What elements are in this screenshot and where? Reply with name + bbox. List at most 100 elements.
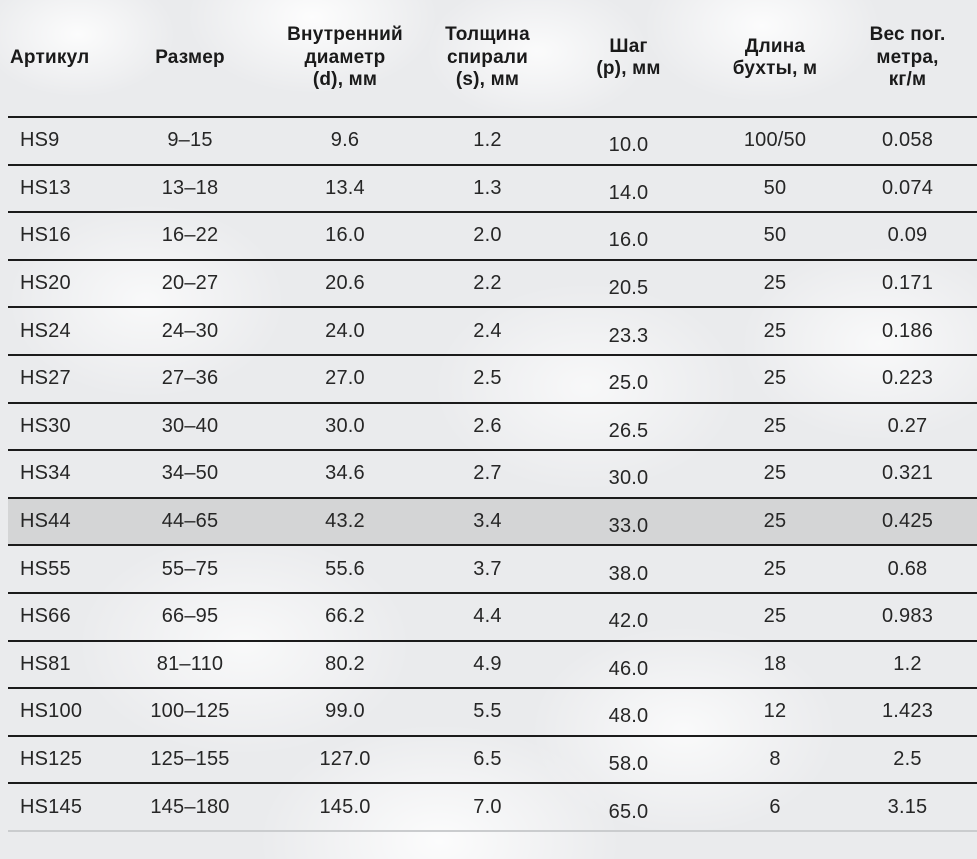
table-cell-weight_per_meter: 0.223 [881,367,934,390]
table-cell-pitch: 23.3 [608,324,649,347]
table-cell-coil_length: 25 [763,510,787,533]
spec-table-body: HS9 9–15 9.6 1.2 10.0 100/50 0.058 HS13 13–18 13.… [8,118,977,832]
table-row: HS16 16–22 16.0 2.0 16.0 50 0.09 [8,213,977,261]
table-cell-article: HS100 [20,700,83,723]
table-cell-spiral_thickness: 1.2 [473,129,502,152]
table-cell-article: HS20 [20,272,71,295]
table-cell-inner_diameter: 13.4 [325,176,365,199]
column-header-weight: Вес пог. метра, кг/м [869,24,946,91]
table-cell-coil_length: 25 [763,414,787,437]
table-cell-pitch: 30.0 [608,467,649,490]
table-cell-coil_length: 25 [763,557,787,580]
column-header-inner-diameter: Внутренний диаметр (d), мм [287,24,403,91]
table-cell-spiral_thickness: 2.7 [473,462,502,485]
table-row: HS100 100–125 99.0 5.5 48.0 12 1.423 [8,689,977,737]
table-row: HS20 20–27 20.6 2.2 20.5 25 0.171 [8,261,977,309]
table-row: HS125 125–155 127.0 6.5 58.0 8 2.5 [8,737,977,785]
table-cell-inner_diameter: 34.6 [325,462,365,485]
table-cell-size: 145–180 [150,795,230,818]
table-cell-size: 27–36 [161,367,219,390]
table-cell-size: 9–15 [167,129,213,152]
table-cell-weight_per_meter: 0.058 [881,129,934,152]
table-row: HS34 34–50 34.6 2.7 30.0 25 0.321 [8,451,977,499]
table-cell-size: 81–110 [156,652,224,675]
table-cell-inner_diameter: 24.0 [325,319,365,342]
table-cell-inner_diameter: 127.0 [319,748,371,771]
table-cell-article: HS34 [20,462,71,485]
table-cell-size: 55–75 [161,557,219,580]
table-cell-coil_length: 100/50 [743,129,807,152]
table-cell-size: 125–155 [150,748,230,771]
table-cell-spiral_thickness: 2.2 [473,272,502,295]
table-cell-pitch: 33.0 [608,515,649,538]
table-cell-coil_length: 50 [763,176,787,199]
spec-table: Артикул Размер Внутренний диаметр (d), м… [8,0,977,832]
table-cell-spiral_thickness: 2.5 [473,367,502,390]
table-cell-coil_length: 8 [769,748,781,771]
table-cell-article: HS16 [20,224,71,247]
table-cell-weight_per_meter: 0.983 [881,605,934,628]
table-cell-pitch: 65.0 [608,800,649,823]
table-cell-size: 20–27 [161,272,219,295]
table-cell-size: 30–40 [161,414,219,437]
table-cell-weight_per_meter: 0.68 [887,557,928,580]
table-cell-inner_diameter: 30.0 [325,414,365,437]
table-cell-pitch: 48.0 [608,705,649,728]
table-cell-article: HS24 [20,319,71,342]
table-row: HS27 27–36 27.0 2.5 25.0 25 0.223 [8,356,977,404]
table-cell-article: HS44 [20,510,71,533]
table-cell-weight_per_meter: 0.171 [881,272,934,295]
table-cell-inner_diameter: 66.2 [325,605,365,628]
table-row: HS9 9–15 9.6 1.2 10.0 100/50 0.058 [8,118,977,166]
table-cell-coil_length: 18 [763,652,787,675]
table-cell-weight_per_meter: 0.425 [881,510,934,533]
table-cell-spiral_thickness: 5.5 [473,700,502,723]
table-cell-size: 44–65 [161,510,219,533]
table-cell-spiral_thickness: 4.9 [473,652,502,675]
table-cell-inner_diameter: 20.6 [325,272,365,295]
table-cell-spiral_thickness: 2.6 [473,414,502,437]
table-cell-coil_length: 25 [763,367,787,390]
table-cell-coil_length: 25 [763,319,787,342]
table-cell-size: 13–18 [161,176,219,199]
table-header-row: Артикул Размер Внутренний диаметр (d), м… [8,0,977,118]
table-cell-article: HS55 [20,557,71,580]
table-row: HS24 24–30 24.0 2.4 23.3 25 0.186 [8,308,977,356]
table-cell-weight_per_meter: 1.2 [893,652,922,675]
table-cell-pitch: 42.0 [608,610,649,633]
table-row: HS44 44–65 43.2 3.4 33.0 25 0.425 [8,498,977,547]
column-header-pitch: Шаг (p), мм [596,35,661,79]
table-cell-spiral_thickness: 3.7 [473,557,502,580]
table-cell-size: 16–22 [161,224,219,247]
table-cell-inner_diameter: 9.6 [330,129,360,152]
table-cell-spiral_thickness: 1.3 [473,176,502,199]
table-cell-weight_per_meter: 0.321 [881,462,934,485]
table-cell-article: HS27 [20,367,71,390]
table-cell-coil_length: 25 [763,272,787,295]
table-cell-coil_length: 50 [763,224,787,247]
column-header-article: Артикул [10,46,90,68]
table-cell-pitch: 38.0 [608,562,649,585]
table-cell-pitch: 25.0 [608,372,649,395]
table-cell-article: HS145 [20,795,83,818]
table-cell-coil_length: 6 [769,795,781,818]
table-cell-inner_diameter: 16.0 [325,224,365,247]
table-cell-size: 24–30 [161,319,219,342]
table-cell-inner_diameter: 27.0 [325,367,365,390]
table-cell-pitch: 20.5 [608,277,649,300]
table-cell-article: HS9 [20,129,60,152]
table-cell-article: HS125 [20,748,83,771]
column-header-spiral-thickness: Толщина спирали (s), мм [445,24,530,91]
table-cell-inner_diameter: 80.2 [325,652,365,675]
table-cell-article: HS30 [20,414,71,437]
table-row: HS30 30–40 30.0 2.6 26.5 25 0.27 [8,404,977,452]
table-cell-spiral_thickness: 4.4 [473,605,502,628]
table-cell-article: HS66 [20,605,71,628]
table-cell-inner_diameter: 145.0 [319,795,371,818]
table-row: HS13 13–18 13.4 1.3 14.0 50 0.074 [8,166,977,214]
table-cell-coil_length: 12 [763,700,787,723]
table-cell-size: 66–95 [161,605,219,628]
table-cell-coil_length: 25 [763,462,787,485]
table-cell-pitch: 26.5 [608,419,649,442]
table-row: HS55 55–75 55.6 3.7 38.0 25 0.68 [8,546,977,594]
